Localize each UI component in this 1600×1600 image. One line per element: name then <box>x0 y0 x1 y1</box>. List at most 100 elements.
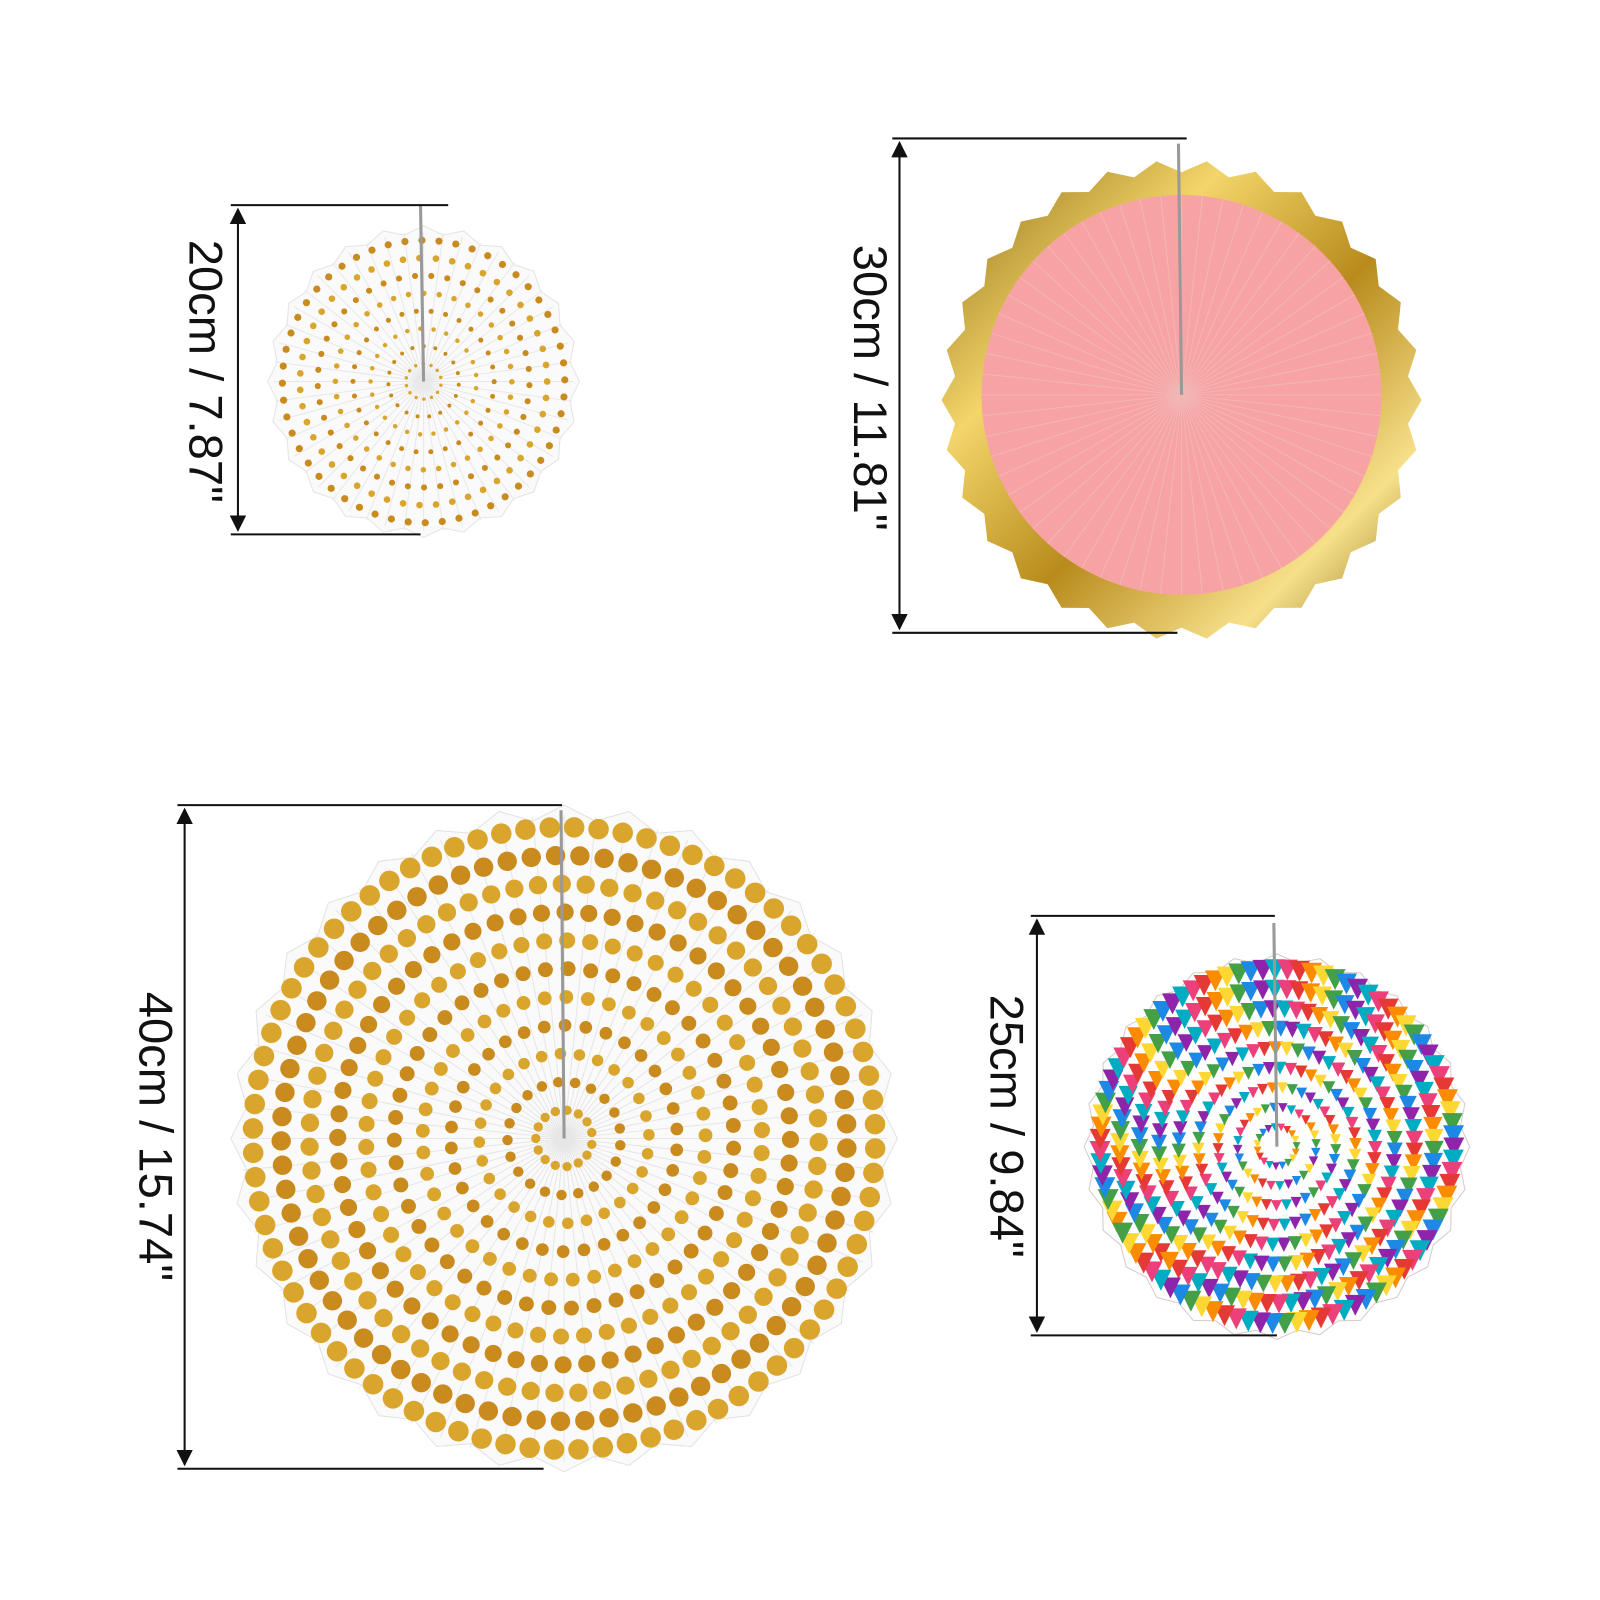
gold-dot <box>293 957 315 978</box>
confetti-triangle <box>1291 1176 1302 1186</box>
gold-dot <box>516 996 531 1010</box>
gold-dot <box>731 1349 751 1369</box>
confetti-triangle <box>1424 1128 1444 1149</box>
gold-dot <box>450 461 457 468</box>
gold-dot <box>739 1054 756 1071</box>
gold-dot <box>330 1152 348 1170</box>
gold-dot <box>446 1044 460 1058</box>
gold-dot <box>437 1010 453 1026</box>
confetti-triangle <box>1233 1136 1243 1146</box>
confetti-triangle <box>1296 1087 1308 1099</box>
pleat <box>293 306 424 382</box>
confetti-triangle <box>1386 1142 1403 1159</box>
confetti-triangle <box>1253 1140 1262 1148</box>
confetti-triangle <box>1220 1246 1237 1263</box>
confetti-triangle <box>1304 1069 1318 1083</box>
gold-dot <box>450 1224 464 1238</box>
confetti-triangle <box>1314 1074 1327 1088</box>
confetti-triangle <box>1269 1294 1289 1314</box>
gold-dot <box>563 817 585 838</box>
gold-dot <box>373 431 379 437</box>
gold-dot <box>404 518 412 526</box>
gold-dot <box>459 893 478 912</box>
gold-dot <box>646 987 662 1002</box>
confetti-triangle <box>1270 1200 1282 1212</box>
gold-dot <box>304 459 312 467</box>
confetti-triangle <box>1210 1283 1230 1303</box>
gold-dot <box>535 1050 548 1063</box>
confetti-triangle <box>1251 1196 1263 1208</box>
gold-dot <box>424 1237 440 1253</box>
gold-dot <box>706 1298 724 1316</box>
gold-dot <box>420 467 427 473</box>
confetti-triangle <box>1230 1250 1247 1267</box>
gold-dot <box>272 1106 292 1127</box>
pleat <box>991 394 1182 458</box>
gold-dot <box>428 272 435 279</box>
confetti-triangle <box>1247 1087 1259 1099</box>
gold-dot <box>340 1058 358 1077</box>
gold-dot <box>367 1070 384 1087</box>
confetti-triangle <box>1166 1079 1183 1096</box>
confetti-triangle <box>1242 1067 1255 1080</box>
confetti-triangle <box>1340 1232 1357 1249</box>
confetti-triangle <box>1361 1173 1377 1189</box>
gold-dot <box>515 819 536 840</box>
gold-dot <box>309 1270 329 1291</box>
gold-dot <box>319 970 340 990</box>
gold-dot <box>253 1045 275 1067</box>
gold-dot <box>296 1012 316 1033</box>
pleat <box>278 381 424 421</box>
confetti-triangle <box>1365 1014 1385 1034</box>
gold-dot <box>556 342 564 350</box>
confetti-triangle <box>1232 1230 1248 1245</box>
gold-dot <box>716 1014 733 1031</box>
gold-dot <box>608 1263 622 1278</box>
gold-dot <box>697 1149 712 1164</box>
pleat <box>1047 394 1182 544</box>
gold-dot <box>845 1018 866 1039</box>
gold-dot <box>497 334 503 341</box>
gold-dot <box>864 1113 886 1135</box>
confetti-triangle <box>1332 1188 1346 1201</box>
confetti-triangle <box>1433 1077 1455 1099</box>
gold-dot <box>587 1269 602 1284</box>
gold-dot <box>476 1280 492 1296</box>
confetti-triangle <box>1188 1273 1209 1293</box>
gold-dot <box>669 1387 689 1407</box>
gold-dot <box>413 449 419 455</box>
gold-dot <box>448 1420 469 1442</box>
confetti-triangle <box>1357 1216 1374 1233</box>
pleat <box>982 394 1182 417</box>
gold-dot <box>296 386 304 394</box>
confetti-triangle <box>1202 1101 1215 1115</box>
gold-dot <box>634 1049 648 1062</box>
pleat <box>563 816 597 1139</box>
gold-dot <box>390 461 396 468</box>
gold-dot <box>807 1255 827 1275</box>
confetti-triangle <box>1349 1138 1362 1151</box>
confetti-triangle <box>1383 1165 1400 1182</box>
gold-dot <box>414 992 431 1009</box>
gold-dot <box>306 1184 325 1204</box>
gold-dot <box>491 943 508 960</box>
confetti-triangle <box>1411 1199 1431 1219</box>
gold-dot <box>375 1049 392 1066</box>
gold-dot <box>347 455 354 462</box>
gold-dot <box>330 1105 348 1123</box>
confetti-triangle <box>1337 1042 1354 1059</box>
gold-dot <box>420 484 428 491</box>
gold-dot <box>373 326 379 332</box>
gold-dot <box>368 246 376 254</box>
gold-dot <box>586 1298 602 1314</box>
confetti-triangle <box>1225 1051 1240 1067</box>
gold-dot <box>783 1017 803 1036</box>
confetti-triangle <box>1344 1202 1360 1218</box>
confetti-triangle <box>1178 1266 1198 1287</box>
gold-dot <box>363 420 369 426</box>
gold-dot <box>597 1237 611 1251</box>
pleat <box>384 236 425 382</box>
confetti-triangle <box>1298 1233 1314 1248</box>
pleat <box>1181 394 1355 496</box>
confetti-triangle <box>1299 1192 1311 1204</box>
